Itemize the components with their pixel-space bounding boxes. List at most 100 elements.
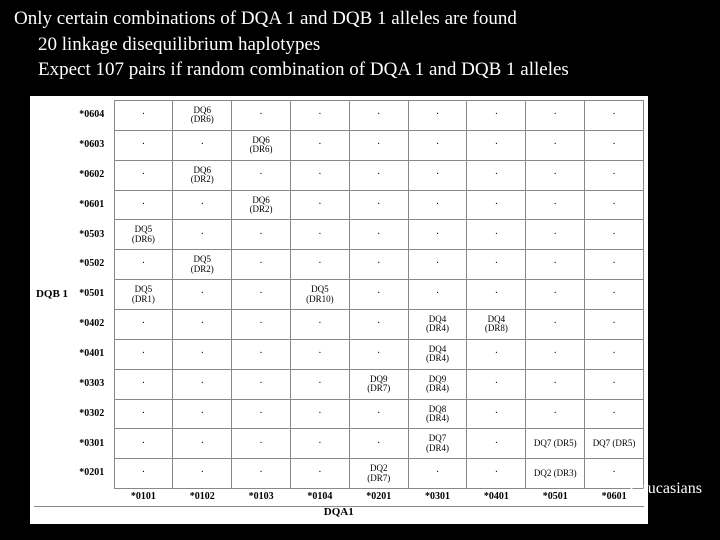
table-cell: ·	[173, 459, 232, 489]
y-tick: *0503	[70, 220, 114, 250]
table-cell: ·	[526, 250, 585, 280]
table-cell: ·	[114, 101, 173, 131]
table-cell: ·	[232, 459, 291, 489]
y-axis-label: DQB 1	[34, 280, 70, 310]
table-cell: ·	[349, 220, 408, 250]
table-cell: ·	[526, 190, 585, 220]
table-cell: ·	[349, 429, 408, 459]
table-cell: DQ6(DR6)	[232, 130, 291, 160]
table-cell: ·	[173, 369, 232, 399]
table-cell: ·	[114, 369, 173, 399]
table-cell: ·	[349, 160, 408, 190]
y-tick: *0401	[70, 339, 114, 369]
table-cell: DQ6(DR2)	[232, 190, 291, 220]
table-cell: ·	[467, 130, 526, 160]
table-cell: ·	[349, 339, 408, 369]
table-cell: ·	[232, 280, 291, 310]
table-cell: DQ2(DR7)	[349, 459, 408, 489]
table-cell: DQ6(DR6)	[173, 101, 232, 131]
x-tick: *0401	[467, 489, 526, 506]
table-cell: ·	[408, 459, 467, 489]
table-cell: ·	[585, 101, 644, 131]
y-tick: *0302	[70, 399, 114, 429]
table-cell: ·	[232, 101, 291, 131]
y-tick: *0301	[70, 429, 114, 459]
table-cell: ·	[467, 280, 526, 310]
table-cell: ·	[585, 250, 644, 280]
table-cell: ·	[526, 369, 585, 399]
table-cell: ·	[290, 459, 349, 489]
table-cell: DQ7 (DR5)	[526, 429, 585, 459]
table-cell: ·	[467, 101, 526, 131]
table-cell: ·	[585, 190, 644, 220]
y-tick: *0604	[70, 101, 114, 131]
table-cell: ·	[290, 130, 349, 160]
table-cell: DQ6(DR2)	[173, 160, 232, 190]
table-cell: ·	[408, 101, 467, 131]
table-cell: ·	[232, 369, 291, 399]
table-cell: ·	[526, 130, 585, 160]
table-cell: ·	[114, 160, 173, 190]
header-line-3: Expect 107 pairs if random combination o…	[14, 57, 706, 83]
y-tick: *0601	[70, 190, 114, 220]
x-tick: *0103	[232, 489, 291, 506]
table-cell: ·	[526, 399, 585, 429]
x-tick: *0301	[408, 489, 467, 506]
y-tick: *0501	[70, 280, 114, 310]
table-cell: ·	[408, 190, 467, 220]
table-cell: ·	[349, 399, 408, 429]
table-cell: ·	[173, 310, 232, 340]
table-cell: ·	[349, 310, 408, 340]
table-cell: DQ5(DR10)	[290, 280, 349, 310]
table-cell: ·	[467, 250, 526, 280]
table-cell: ·	[114, 429, 173, 459]
header-line-1: Only certain combinations of DQA 1 and D…	[14, 6, 706, 32]
table-cell: ·	[114, 339, 173, 369]
table-cell: ·	[173, 399, 232, 429]
table-cell: ·	[232, 250, 291, 280]
table-cell: DQ2 (DR3)	[526, 459, 585, 489]
table-cell: ·	[408, 130, 467, 160]
table-cell: DQ9(DR7)	[349, 369, 408, 399]
table-cell: ·	[408, 220, 467, 250]
table-cell: ·	[408, 160, 467, 190]
table-cell: ·	[114, 190, 173, 220]
x-tick: *0104	[290, 489, 349, 506]
table-cell: ·	[467, 369, 526, 399]
table-cell: ·	[585, 160, 644, 190]
table-cell: ·	[585, 220, 644, 250]
table-cell: ·	[467, 339, 526, 369]
table-cell: ·	[232, 339, 291, 369]
x-tick: *0201	[349, 489, 408, 506]
x-tick: *0102	[173, 489, 232, 506]
table-cell: ·	[232, 160, 291, 190]
table-cell: ·	[349, 250, 408, 280]
table-cell: ·	[173, 429, 232, 459]
table-cell: ·	[290, 369, 349, 399]
table-cell: DQ5(DR2)	[173, 250, 232, 280]
table-cell: ·	[290, 190, 349, 220]
table-cell: ·	[232, 220, 291, 250]
x-axis-label: DQA1	[34, 506, 644, 520]
table-cell: DQ5(DR6)	[114, 220, 173, 250]
table-cell: ·	[526, 310, 585, 340]
table-cell: DQ4(DR8)	[467, 310, 526, 340]
table-cell: ·	[290, 220, 349, 250]
table-cell: ·	[290, 101, 349, 131]
table-cell: ·	[585, 310, 644, 340]
table-cell: ·	[232, 399, 291, 429]
table-cell: ·	[114, 310, 173, 340]
y-tick: *0303	[70, 369, 114, 399]
table-cell: ·	[173, 339, 232, 369]
header-line-2: 20 linkage disequilibrium haplotypes	[14, 32, 706, 58]
table-cell: ·	[173, 220, 232, 250]
table-cell: ·	[467, 220, 526, 250]
table-cell: ·	[290, 310, 349, 340]
table-cell: ·	[349, 190, 408, 220]
table-cell: ·	[349, 101, 408, 131]
table-cell: ·	[526, 220, 585, 250]
y-tick: *0603	[70, 130, 114, 160]
table-cell: ·	[290, 250, 349, 280]
table-cell: ·	[526, 280, 585, 310]
table-cell: ·	[290, 339, 349, 369]
